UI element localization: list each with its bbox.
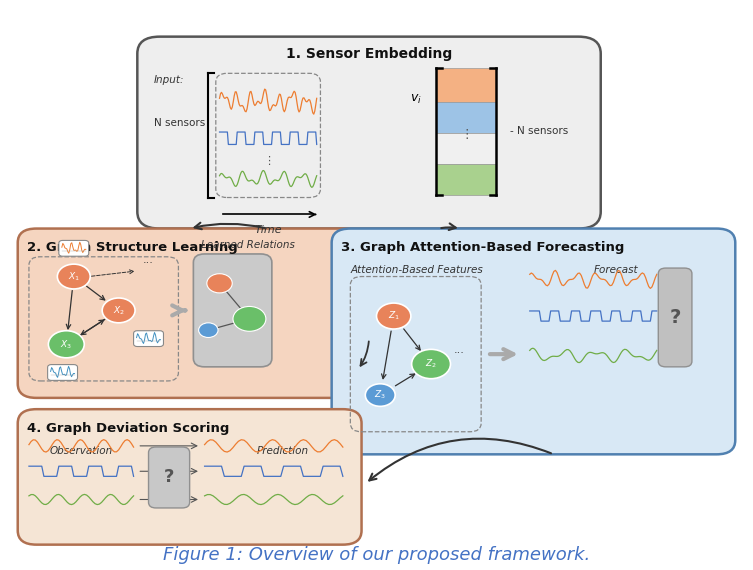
- Text: N sensors: N sensors: [154, 119, 205, 128]
- Text: ⋮: ⋮: [460, 128, 472, 141]
- Text: ?: ?: [164, 469, 174, 486]
- Text: ...: ...: [143, 255, 154, 264]
- FancyBboxPatch shape: [59, 241, 89, 256]
- Text: Observation: Observation: [50, 446, 113, 456]
- Text: - N sensors: - N sensors: [510, 126, 568, 136]
- Bar: [436, 68, 496, 101]
- FancyBboxPatch shape: [137, 36, 601, 229]
- Bar: [436, 164, 496, 195]
- FancyBboxPatch shape: [18, 409, 361, 545]
- Text: 3. Graph Attention-Based Forecasting: 3. Graph Attention-Based Forecasting: [340, 241, 624, 254]
- FancyBboxPatch shape: [331, 229, 735, 454]
- FancyBboxPatch shape: [658, 268, 692, 367]
- FancyBboxPatch shape: [194, 254, 272, 367]
- Text: Attention-Based Features: Attention-Based Features: [350, 265, 483, 275]
- Text: $Z_2$: $Z_2$: [425, 358, 437, 370]
- Circle shape: [365, 384, 395, 406]
- Text: Time: Time: [255, 225, 282, 235]
- Text: $Z_3$: $Z_3$: [374, 389, 386, 401]
- Text: $X_3$: $X_3$: [60, 338, 72, 351]
- FancyBboxPatch shape: [133, 331, 163, 347]
- Text: $v_i$: $v_i$: [410, 93, 422, 106]
- Text: Figure 1: Overview of our proposed framework.: Figure 1: Overview of our proposed frame…: [163, 547, 590, 564]
- Bar: [436, 101, 496, 133]
- Circle shape: [207, 274, 232, 293]
- Circle shape: [412, 349, 450, 378]
- Text: Input:: Input:: [154, 75, 184, 85]
- Circle shape: [48, 331, 84, 358]
- Bar: [436, 133, 496, 164]
- Text: Learned Relations: Learned Relations: [201, 240, 294, 250]
- FancyBboxPatch shape: [148, 447, 190, 508]
- Text: ⋮: ⋮: [263, 156, 273, 166]
- Text: ...: ...: [453, 345, 464, 355]
- Text: $X_1$: $X_1$: [68, 270, 80, 283]
- FancyBboxPatch shape: [47, 365, 78, 380]
- Text: $Z_1$: $Z_1$: [388, 310, 400, 322]
- FancyBboxPatch shape: [18, 229, 361, 398]
- Text: Prediction: Prediction: [257, 446, 309, 456]
- Circle shape: [376, 303, 411, 329]
- Text: Forecast: Forecast: [593, 265, 638, 275]
- Text: 1. Sensor Embedding: 1. Sensor Embedding: [286, 47, 452, 61]
- Circle shape: [57, 264, 90, 289]
- Circle shape: [233, 307, 266, 331]
- Circle shape: [199, 323, 218, 337]
- Text: $X_2$: $X_2$: [113, 304, 124, 317]
- Text: ?: ?: [669, 308, 681, 327]
- Circle shape: [102, 298, 135, 323]
- Text: 4. Graph Deviation Scoring: 4. Graph Deviation Scoring: [26, 422, 229, 434]
- Text: 2. Graph Structure Learning: 2. Graph Structure Learning: [26, 241, 237, 254]
